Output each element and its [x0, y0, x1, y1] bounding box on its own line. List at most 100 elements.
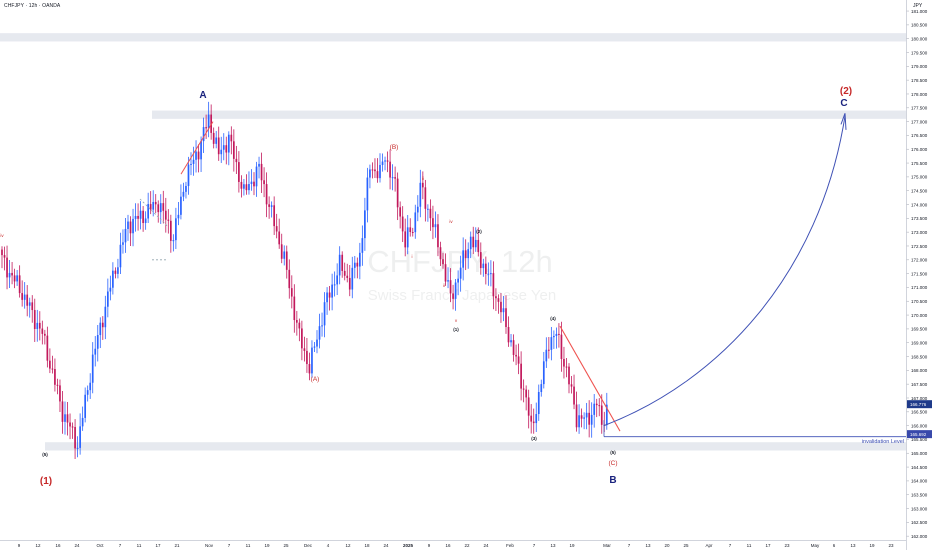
currency-label: JPY: [913, 3, 922, 9]
candle: [4, 247, 6, 271]
candle-body: [311, 348, 313, 374]
price-tick-label: 167.500: [911, 382, 928, 387]
candle: [283, 245, 285, 265]
wave-label-red: (A): [311, 376, 320, 383]
candle: [218, 127, 220, 161]
candle: [540, 380, 542, 397]
candle-body: [64, 414, 66, 422]
candle-body: [29, 302, 31, 305]
candle: [369, 165, 371, 189]
candle-body: [82, 418, 84, 426]
candle-body: [334, 284, 336, 285]
price-tick-label: 178.500: [911, 78, 928, 83]
candle-body: [510, 340, 512, 342]
shaded-zones: [0, 33, 906, 450]
candle-body: [132, 219, 134, 233]
price-tick-label: 167.000: [911, 396, 928, 401]
candle-body: [193, 160, 195, 164]
candle-body: [117, 267, 119, 274]
candle: [538, 385, 540, 421]
candle: [258, 157, 260, 179]
candle-body: [62, 401, 64, 421]
candle: [155, 194, 157, 213]
candle-body: [167, 220, 169, 221]
candle-body: [447, 280, 449, 281]
candle-body: [122, 242, 124, 244]
candle: [84, 387, 86, 422]
candle-body: [36, 323, 38, 329]
candle-body: [523, 389, 525, 390]
candle-body: [319, 326, 321, 339]
candle-body: [195, 152, 197, 160]
candle-body: [369, 169, 371, 177]
candle-body: [301, 328, 303, 348]
candle: [87, 386, 89, 402]
time-tick-label: 11: [246, 543, 251, 548]
candle: [596, 399, 598, 417]
candle-body: [346, 276, 348, 278]
candle: [190, 152, 192, 175]
time-tick-label: 23: [784, 543, 790, 548]
candle-body: [470, 237, 472, 249]
candle: [230, 126, 232, 154]
candle: [225, 137, 227, 165]
candle: [125, 218, 127, 253]
wave-label-red: (1): [40, 476, 52, 487]
candle: [165, 198, 167, 233]
candle-body: [392, 177, 394, 178]
candle-body: [482, 264, 484, 268]
candle: [525, 385, 527, 410]
wave-label-red: ii: [422, 176, 424, 181]
price-tick-label: 170.500: [911, 299, 928, 304]
candle: [251, 169, 253, 191]
price-tick-label: 169.500: [911, 327, 928, 332]
candle-body: [200, 141, 202, 159]
time-tick-label: Mar: [603, 543, 611, 548]
candle-body: [425, 187, 427, 208]
wave-label-red: iv: [449, 219, 453, 224]
candle: [553, 330, 555, 349]
candle-body: [586, 413, 588, 418]
candle-body: [188, 165, 190, 186]
candle: [268, 196, 270, 218]
candle-body: [382, 162, 384, 165]
candle-body: [11, 273, 13, 275]
candle-body: [54, 369, 56, 385]
candle-body: [417, 207, 419, 213]
candle-body: [19, 275, 21, 293]
candle-body: [339, 255, 341, 276]
candle-body: [387, 160, 389, 161]
candle-body: [92, 355, 94, 383]
candle: [558, 323, 560, 348]
candle: [344, 263, 346, 281]
candle-body: [409, 227, 411, 232]
candle-body: [508, 327, 510, 342]
candle-body: [198, 152, 200, 160]
time-tick-label: Nov: [205, 543, 214, 548]
candle-body: [57, 385, 59, 386]
time-tick-label: 7: [729, 543, 732, 548]
candle-body: [465, 250, 467, 258]
candle: [208, 102, 210, 137]
candle-body: [208, 115, 210, 129]
candle: [341, 251, 343, 277]
candle-body: [278, 232, 280, 245]
candle-body: [488, 274, 490, 275]
candle-body: [147, 204, 149, 218]
time-tick-label: 24: [74, 543, 80, 548]
candle-body: [150, 204, 152, 210]
time-tick-label: 25: [683, 543, 689, 548]
time-tick-label: 12: [345, 543, 351, 548]
current-price-label: 166.776: [910, 402, 927, 407]
candle-body: [266, 184, 268, 204]
candle: [530, 404, 532, 433]
candle: [175, 208, 177, 249]
candle: [107, 279, 109, 318]
price-axis: 181.000180.500180.000179.500179.000178.5…: [907, 0, 932, 550]
candle-body: [404, 231, 406, 247]
candle: [94, 336, 96, 366]
wave-a-trendline: [181, 122, 213, 175]
